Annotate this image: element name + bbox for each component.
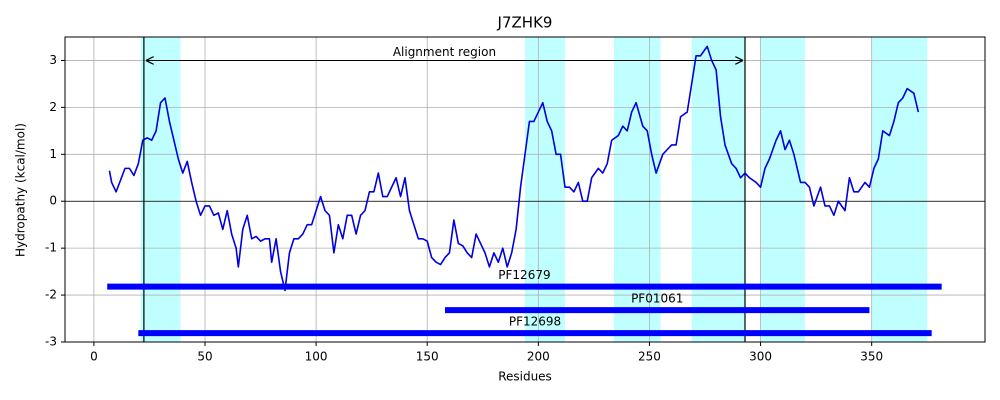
domain-label: PF01061 [631, 292, 683, 306]
shaded-region [140, 37, 181, 342]
x-tick-label: 150 [416, 350, 439, 364]
annotation-label: Alignment region [393, 45, 496, 59]
y-tick-label: 3 [49, 53, 57, 67]
shaded-region [525, 37, 565, 342]
x-tick-label: 300 [749, 350, 772, 364]
plot-area: 0 50 100 150 200 250 300 350 -3 -2 -1 0 1 2 3 Alignment… [45, 36, 986, 364]
x-tick-label: 100 [305, 350, 328, 364]
shaded-region [760, 37, 805, 342]
y-axis-label: Hydropathy (kcal/mol) [14, 123, 28, 257]
y-tick-label: -2 [45, 288, 57, 302]
shaded-region [613, 37, 661, 342]
y-tick-label: -3 [45, 335, 57, 349]
x-tick-label: 350 [860, 350, 883, 364]
x-axis-label: Residues [498, 370, 552, 384]
shaded-region [691, 37, 745, 342]
axes-frame [64, 36, 986, 343]
y-tick-label: 2 [49, 100, 57, 114]
domain-label: PF12679 [498, 268, 550, 282]
y-tick-label: 0 [49, 194, 57, 208]
y-tick-label: -1 [45, 241, 57, 255]
y-tick-label: 1 [49, 147, 57, 161]
shaded-region [871, 37, 928, 342]
chart-title: J7ZHK9 [497, 14, 553, 32]
x-tick-label: 250 [638, 350, 661, 364]
x-tick-label: 200 [527, 350, 550, 364]
domain-label: PF12698 [509, 315, 561, 329]
x-tick-label: 0 [90, 350, 98, 364]
x-tick-label: 50 [197, 350, 212, 364]
hydropathy-line [108, 45, 920, 292]
